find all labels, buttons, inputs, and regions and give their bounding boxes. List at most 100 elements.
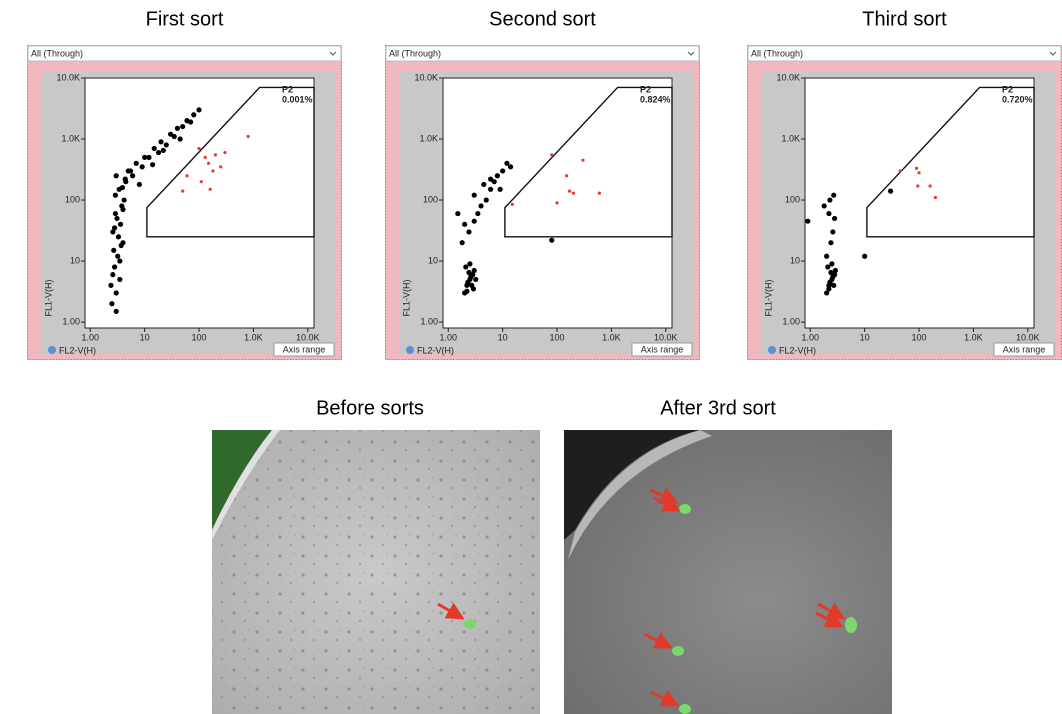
point (581, 159, 584, 162)
point (108, 283, 113, 288)
point (934, 196, 937, 199)
point (568, 190, 571, 193)
point (500, 168, 505, 173)
point (475, 211, 480, 216)
point (113, 211, 118, 216)
x-tick-label: 1.0K (964, 332, 983, 342)
point (200, 180, 203, 183)
point (888, 189, 893, 194)
y-axis-label: FL1-V(H) (43, 279, 53, 316)
point (117, 277, 122, 282)
point (115, 254, 120, 259)
x-tick-label: 1.00 (802, 332, 820, 342)
dropdown-label: All (Through) (389, 48, 441, 58)
point (112, 264, 117, 269)
x-tick-label: 1.00 (440, 332, 458, 342)
point (484, 197, 489, 202)
x-tick-label: 100 (912, 332, 927, 342)
y-tick-label: 1.00 (62, 316, 80, 326)
point (219, 165, 222, 168)
point (466, 229, 471, 234)
point (128, 168, 133, 173)
point (488, 187, 493, 192)
point (161, 148, 166, 153)
point (832, 216, 837, 221)
point (929, 184, 932, 187)
x-tick-label: 1.0K (602, 332, 621, 342)
y-tick-label: 100 (785, 194, 800, 204)
y-tick-label: 100 (65, 194, 80, 204)
point (181, 190, 184, 193)
y-tick-label: 100 (423, 194, 438, 204)
point (470, 272, 475, 277)
point (805, 219, 810, 224)
point (826, 211, 831, 216)
y-tick-label: 10 (70, 255, 80, 265)
point (109, 301, 114, 306)
point (185, 174, 188, 177)
point (152, 146, 157, 151)
point (117, 258, 122, 263)
point (114, 173, 119, 178)
point (175, 126, 180, 131)
point (122, 197, 127, 202)
point (158, 139, 163, 144)
x-tick-label: 100 (192, 332, 207, 342)
point (829, 261, 834, 266)
point (118, 222, 123, 227)
plot-window: All (Through) 1.00 10 100 1.0K 10.0K 1.00 10 100… (748, 46, 1062, 360)
x-tick-label: 10.0K (654, 332, 678, 342)
chart-title: Second sort (489, 8, 596, 30)
y-tick-label: 1.0K (419, 133, 438, 143)
x-tick-label: 10 (498, 332, 508, 342)
chart-title: Third sort (862, 8, 947, 30)
point (831, 193, 836, 198)
point (114, 290, 119, 295)
plot-window: All (Through)1.00101001.0K10.0K1.0010100… (28, 46, 342, 360)
point (549, 238, 554, 243)
y-tick-label: 1.00 (420, 316, 438, 326)
y-tick-label: 1.00 (782, 316, 800, 326)
point (469, 283, 474, 288)
x-tick-label: 10.0K (296, 332, 320, 342)
gate-name: P2 (640, 84, 651, 94)
image-title: After 3rd sort (660, 397, 776, 419)
image-title: Before sorts (316, 397, 424, 419)
point (828, 270, 833, 275)
x-tick-label: 10 (860, 332, 870, 342)
y-axis-label: FL1-V(H) (763, 279, 773, 316)
x-tick-label: 100 (550, 332, 565, 342)
point (123, 177, 128, 182)
point (899, 169, 902, 172)
axis-icon (48, 346, 56, 354)
point (917, 171, 920, 174)
point (463, 264, 468, 269)
point (180, 124, 185, 129)
point (204, 156, 207, 159)
point (209, 188, 212, 191)
point (472, 219, 477, 224)
dropdown-label: All (Through) (31, 48, 83, 58)
point (196, 107, 201, 112)
point (508, 164, 513, 169)
gate-percent: 0.824% (640, 94, 671, 104)
point (223, 151, 226, 154)
point (172, 134, 177, 139)
point (191, 112, 196, 117)
dropdown-label: All (Through) (751, 48, 803, 58)
point (862, 254, 867, 259)
axis-range-label: Axis range (1003, 344, 1046, 354)
point (214, 153, 217, 156)
point (822, 203, 827, 208)
y-tick-label: 10.0K (414, 72, 438, 82)
y-tick-label: 10.0K (776, 72, 800, 82)
point (188, 119, 193, 124)
point (455, 211, 460, 216)
gate-percent: 0.001% (282, 94, 313, 104)
point (114, 309, 119, 314)
gate-name: P2 (282, 84, 293, 94)
y-tick-label: 10 (790, 255, 800, 265)
point (488, 177, 493, 182)
y-axis-label: FL1-V(H) (401, 279, 411, 316)
point (827, 197, 832, 202)
